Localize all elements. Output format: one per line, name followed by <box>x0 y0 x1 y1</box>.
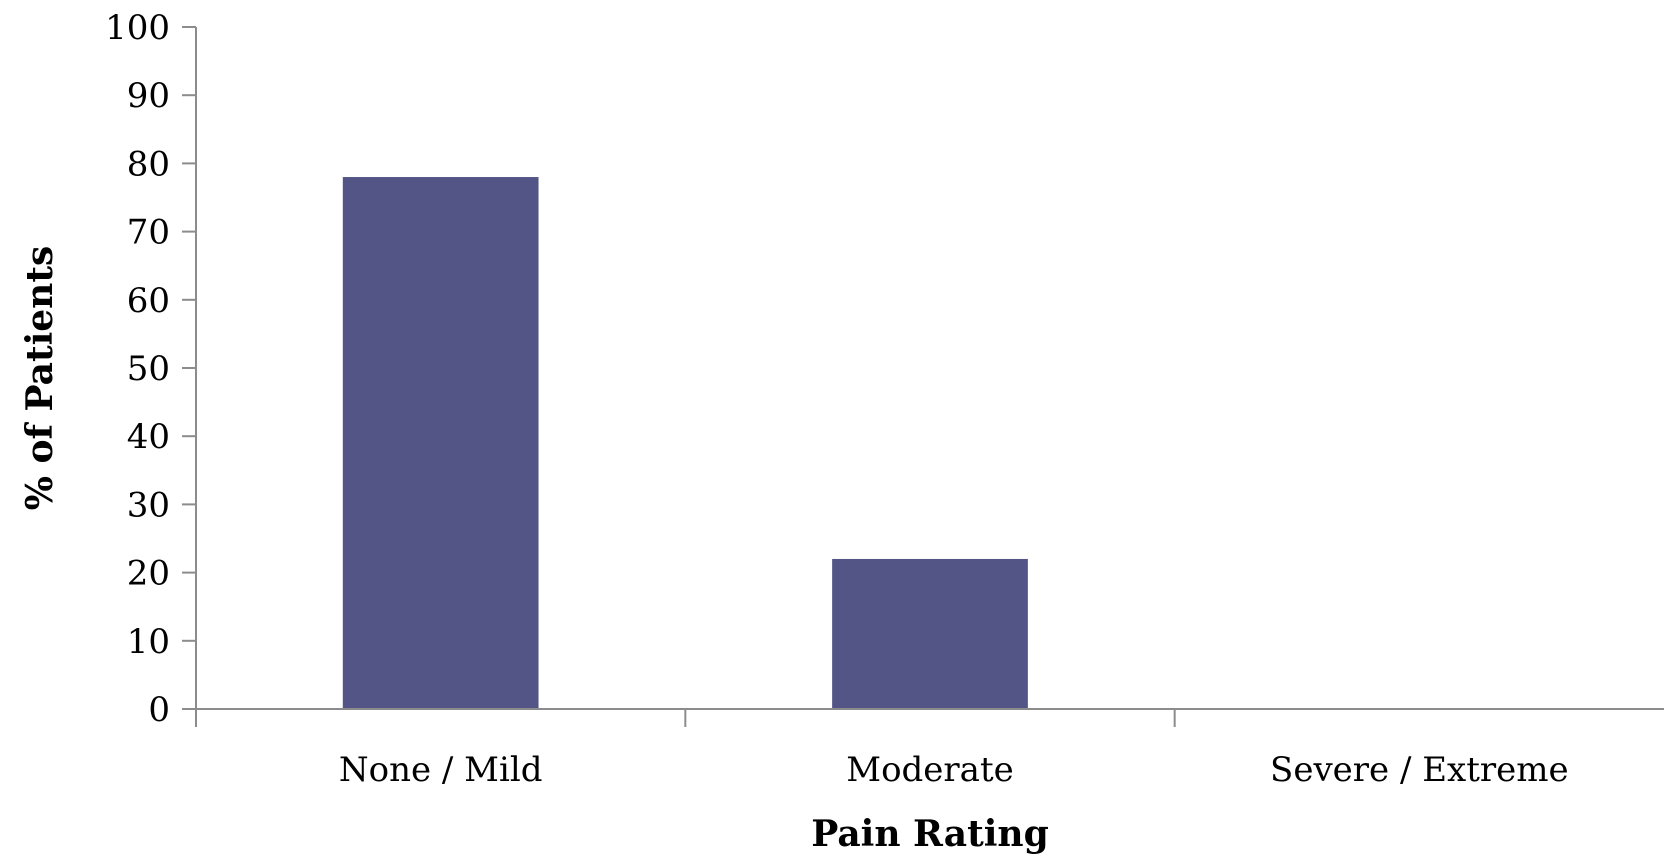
y-tick-label: 50 <box>127 349 170 389</box>
y-tick-label: 60 <box>127 281 170 321</box>
y-axis-title: % of Patients <box>19 246 61 510</box>
y-tick-label: 20 <box>127 554 170 594</box>
y-tick-label: 100 <box>105 8 170 48</box>
x-tick-label: Severe / Extreme <box>1270 750 1569 790</box>
y-tick-label: 30 <box>127 485 170 525</box>
bar <box>832 558 1028 709</box>
y-tick-label: 10 <box>127 622 170 662</box>
x-tick-label: None / Mild <box>339 750 543 790</box>
x-axis-ticks <box>195 709 1176 727</box>
x-tick-label: Moderate <box>846 750 1013 790</box>
bars <box>342 177 1028 710</box>
y-axis-ticks: 0 10 20 30 40 50 60 70 80 90 100 <box>105 8 196 730</box>
x-axis-title: Pain Rating <box>811 813 1049 855</box>
y-tick-label: 90 <box>127 76 170 116</box>
x-axis-tick-labels: None / Mild Moderate Severe / Extreme <box>339 750 1569 790</box>
y-tick-label: 70 <box>127 213 170 253</box>
y-tick-label: 40 <box>127 417 170 457</box>
y-tick-label: 0 <box>148 690 170 730</box>
y-tick-label: 80 <box>127 144 170 184</box>
bar <box>342 177 539 710</box>
